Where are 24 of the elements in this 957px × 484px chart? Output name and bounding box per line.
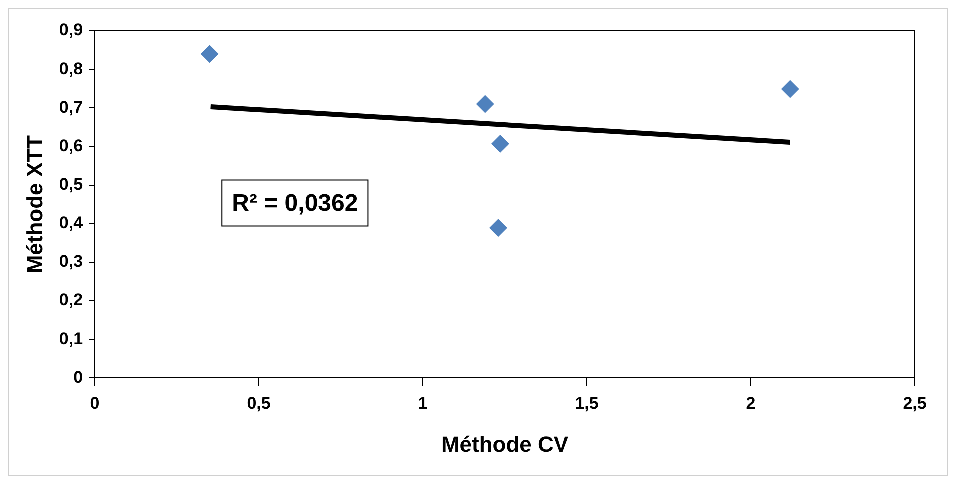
x-tick-label: 0,5 xyxy=(247,394,271,414)
y-tick-label: 0,9 xyxy=(59,20,84,40)
x-tick-label: 1 xyxy=(418,394,428,414)
y-tick-label: 0,3 xyxy=(59,252,84,272)
y-tick-label: 0,1 xyxy=(59,329,84,348)
y-tick-label: 0,7 xyxy=(59,98,84,117)
x-tick-label: 2 xyxy=(746,394,756,414)
y-tick-label: 0,8 xyxy=(59,59,84,78)
point xyxy=(489,219,508,238)
y-tick-label: 0,4 xyxy=(59,214,84,233)
x-tick-label: 0 xyxy=(90,394,100,414)
point xyxy=(491,135,510,154)
x-tick-label: 1,5 xyxy=(575,394,599,414)
point xyxy=(200,45,219,64)
y-tick-label: 0,5 xyxy=(59,175,84,194)
x-tick-label: 2,5 xyxy=(903,394,927,414)
y-tick-label: 0 xyxy=(74,368,84,387)
x-axis-title: Méthode CV xyxy=(441,432,569,457)
point xyxy=(476,95,494,114)
y-axis-title: Méthode XTT xyxy=(22,134,48,274)
annotation: R² = 0,0362 xyxy=(232,190,358,217)
point xyxy=(781,80,800,98)
y-tick-label: 0,2 xyxy=(59,290,84,310)
y-tick-label: 0,6 xyxy=(59,136,84,156)
